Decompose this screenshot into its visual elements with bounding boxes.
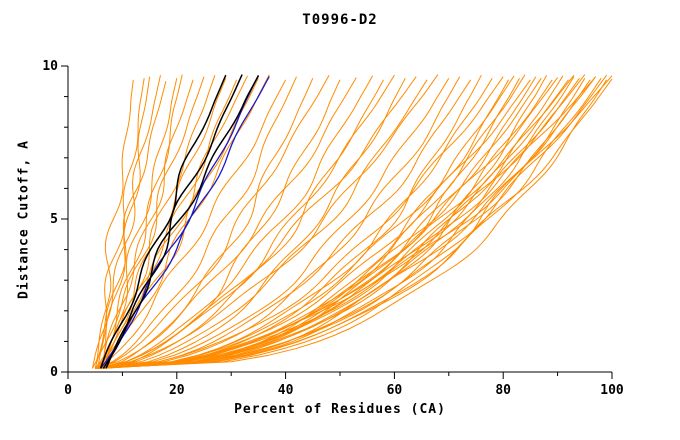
chart-title: T0996-D2 xyxy=(302,12,378,28)
predicted-models-curve xyxy=(95,75,515,369)
predicted-models-curve xyxy=(97,78,145,369)
predicted-models-curve xyxy=(100,74,270,369)
highlighted-models-curve xyxy=(105,75,260,369)
predicted-models-curve xyxy=(97,76,461,369)
y-tick-label: 5 xyxy=(50,212,58,227)
predicted-models-curve xyxy=(100,76,597,369)
predicted-models-curve xyxy=(100,77,493,369)
highlighted-models-curve xyxy=(99,74,227,369)
y-tick-label: 10 xyxy=(42,59,58,74)
predicted-models-curve xyxy=(92,76,205,369)
x-tick-label: 40 xyxy=(278,383,294,398)
predicted-models-curve xyxy=(100,76,151,369)
x-tick-label: 100 xyxy=(600,383,624,398)
predicted-models-curve xyxy=(100,79,428,369)
predicted-models-curve xyxy=(97,75,374,369)
predicted-models-curve xyxy=(103,77,406,369)
predicted-models-curve xyxy=(103,76,597,369)
y-tick-label: 0 xyxy=(50,365,58,380)
predicted-models-curve xyxy=(100,79,194,369)
predicted-models-curve xyxy=(97,77,586,369)
predicted-models-curve xyxy=(97,74,183,369)
predicted-models-curve xyxy=(97,74,330,369)
predicted-models-curve xyxy=(95,77,357,369)
predicted-models-curve xyxy=(100,74,586,369)
predicted-models-curve xyxy=(100,77,450,369)
x-axis-title: Percent of Residues (CA) xyxy=(234,402,446,417)
predicted-models-curve xyxy=(95,76,297,369)
predicted-models-curve xyxy=(103,79,472,369)
x-tick-label: 80 xyxy=(495,383,511,398)
predicted-models-curve xyxy=(97,74,548,369)
predicted-models-curve xyxy=(103,79,531,369)
x-tick-label: 20 xyxy=(169,383,185,398)
predicted-models-curve xyxy=(95,74,482,369)
predicted-models-curve xyxy=(100,75,564,369)
predicted-models-curve xyxy=(95,79,608,369)
predicted-models-curve xyxy=(94,79,134,369)
predicted-models-curve xyxy=(100,79,384,369)
predicted-models-curve xyxy=(94,75,216,369)
predicted-models-curve xyxy=(97,79,238,369)
predicted-models-curve xyxy=(102,75,248,369)
predicted-models-curve xyxy=(97,76,417,369)
x-tick-label: 60 xyxy=(387,383,403,398)
predicted-models-curve xyxy=(103,74,575,369)
predicted-models-curve xyxy=(102,78,178,369)
highlighted-models-curve xyxy=(102,74,243,369)
predicted-models-curve xyxy=(95,74,439,369)
predicted-models-curve xyxy=(103,79,553,369)
predicted-models-curve xyxy=(94,81,167,369)
predicted-models-curve xyxy=(95,76,537,369)
predicted-models-curve xyxy=(100,77,314,369)
x-tick-label: 0 xyxy=(64,383,72,398)
predicted-models-curve xyxy=(97,74,526,369)
predicted-models-curve xyxy=(92,75,161,369)
predicted-models-curve xyxy=(95,77,559,369)
predicted-models-curve xyxy=(100,74,608,369)
predicted-models-curve xyxy=(103,75,613,369)
predicted-models-curve xyxy=(97,79,287,369)
predicted-models-curve xyxy=(97,76,504,369)
predicted-models-curve xyxy=(95,74,395,369)
predicted-models-curve xyxy=(97,78,613,369)
